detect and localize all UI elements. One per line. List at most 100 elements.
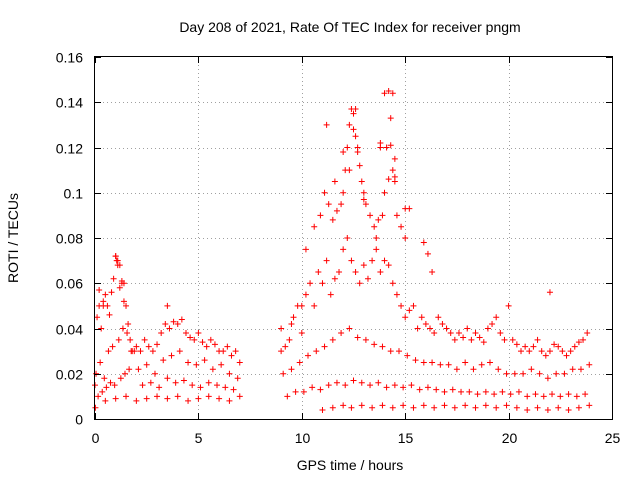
- data-point: [220, 348, 227, 355]
- x-tick-label: 0: [92, 430, 100, 446]
- data-point: [377, 268, 384, 275]
- data-point: [580, 336, 587, 343]
- data-point: [433, 386, 440, 393]
- data-point: [158, 330, 165, 337]
- data-point: [350, 126, 357, 133]
- data-point: [555, 404, 562, 411]
- data-point: [398, 223, 405, 230]
- data-point: [573, 393, 580, 400]
- data-point: [195, 395, 202, 402]
- data-point: [93, 370, 100, 377]
- data-point: [389, 90, 396, 97]
- data-point: [418, 314, 425, 321]
- data-point: [340, 402, 347, 409]
- data-point: [503, 370, 510, 377]
- data-point: [534, 404, 541, 411]
- data-point: [410, 302, 417, 309]
- data-point: [383, 384, 390, 391]
- data-point: [166, 325, 173, 332]
- data-points: [92, 87, 593, 413]
- data-point: [571, 343, 578, 350]
- data-point: [379, 212, 386, 219]
- data-point: [292, 388, 299, 395]
- data-point: [302, 246, 309, 253]
- data-point: [393, 291, 400, 298]
- data-point: [406, 307, 413, 314]
- data-point: [203, 343, 210, 350]
- data-point: [323, 121, 330, 128]
- data-point: [420, 239, 427, 246]
- data-point: [143, 395, 150, 402]
- data-point: [105, 348, 112, 355]
- plot-frame: [94, 56, 613, 420]
- data-point: [522, 343, 529, 350]
- data-point: [128, 348, 135, 355]
- data-point: [509, 336, 516, 343]
- data-point: [195, 330, 202, 337]
- data-point: [524, 406, 531, 413]
- data-point: [127, 336, 134, 343]
- data-point: [389, 404, 396, 411]
- data-point: [373, 235, 380, 241]
- data-point: [193, 361, 200, 368]
- data-point: [109, 343, 116, 350]
- data-point: [149, 348, 156, 355]
- data-point: [156, 384, 163, 391]
- data-point: [298, 330, 305, 337]
- data-point: [352, 133, 359, 140]
- data-point: [137, 348, 144, 355]
- data-point: [391, 173, 398, 180]
- data-point: [586, 402, 593, 409]
- data-point: [412, 357, 419, 364]
- data-point: [100, 302, 107, 309]
- data-point: [577, 366, 584, 373]
- data-point: [449, 386, 456, 393]
- data-point: [185, 397, 192, 404]
- data-point: [216, 395, 223, 402]
- data-point: [325, 201, 332, 208]
- data-point: [398, 302, 405, 309]
- x-tick-label: 5: [195, 430, 203, 446]
- x-tick-label: 25: [605, 430, 621, 446]
- data-point: [226, 370, 233, 377]
- data-point: [319, 406, 326, 413]
- data-point: [333, 207, 340, 214]
- data-point: [319, 280, 326, 287]
- data-point: [462, 359, 469, 366]
- data-point: [472, 404, 479, 411]
- data-point: [218, 361, 225, 368]
- data-point: [520, 370, 527, 377]
- data-point: [108, 289, 115, 296]
- data-point: [111, 382, 118, 389]
- data-point: [534, 336, 541, 343]
- data-point: [431, 330, 438, 337]
- data-point: [327, 291, 334, 298]
- data-point: [385, 262, 392, 269]
- data-point: [575, 404, 582, 411]
- data-point: [117, 375, 124, 382]
- data-point: [381, 257, 388, 264]
- data-point: [530, 343, 537, 350]
- data-point: [367, 382, 374, 389]
- data-point: [557, 393, 564, 400]
- data-point: [505, 302, 512, 309]
- data-point: [329, 336, 336, 343]
- data-point: [340, 149, 347, 156]
- data-point: [451, 404, 458, 411]
- data-point: [348, 257, 355, 264]
- data-point: [350, 110, 357, 117]
- data-point: [400, 402, 407, 409]
- data-point: [288, 366, 295, 373]
- data-point: [362, 201, 369, 208]
- data-point: [168, 352, 175, 359]
- data-point: [385, 176, 392, 183]
- data-point: [119, 325, 126, 332]
- data-point: [313, 348, 320, 355]
- data-point: [462, 402, 469, 409]
- data-point: [499, 388, 506, 395]
- data-point: [298, 302, 305, 309]
- data-point: [402, 235, 409, 241]
- data-point: [395, 348, 402, 355]
- data-point: [133, 343, 140, 350]
